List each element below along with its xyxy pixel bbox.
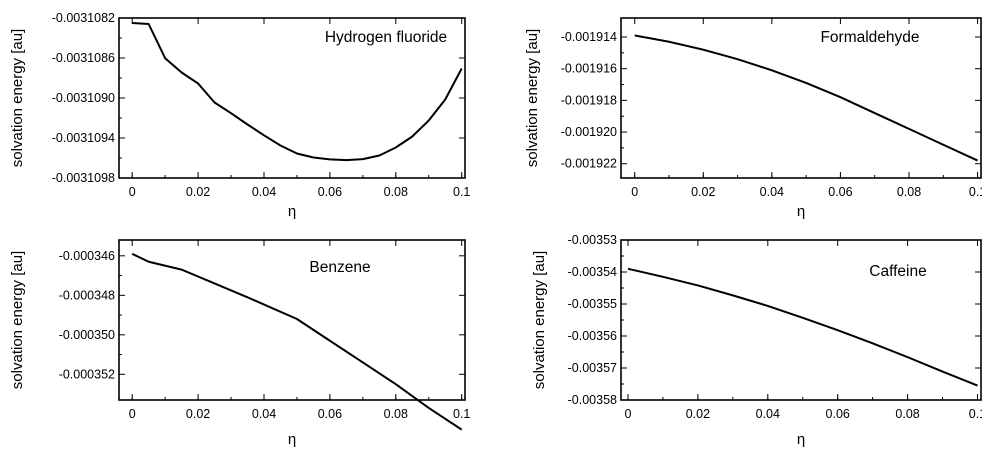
y-tick-label: -0.001916 <box>561 62 617 76</box>
x-tick-label: 0.06 <box>318 407 342 421</box>
y-tick-label: -0.000350 <box>59 328 115 342</box>
y-tick-label: -0.0031090 <box>52 91 115 105</box>
y-tick-label: -0.00354 <box>568 265 617 279</box>
y-tick-label: -0.00357 <box>568 361 617 375</box>
x-tick-label: 0.02 <box>691 185 715 199</box>
x-axis-label: η <box>288 431 296 448</box>
x-tick-label: 0.08 <box>895 407 919 421</box>
x-axis-label: η <box>797 431 805 448</box>
x-tick-label: 0.04 <box>252 407 276 421</box>
x-tick-label: 0.06 <box>828 185 852 199</box>
x-tick-label: 0 <box>129 407 136 421</box>
x-tick-label: 0.06 <box>318 185 342 199</box>
y-tick-label: -0.001922 <box>561 157 617 171</box>
y-tick-label: -0.001918 <box>561 93 617 107</box>
panel-caffeine: 0 0.02 0.04 0.06 0.08 0.1 -0.00353 -0.00354 -0.0… <box>531 233 982 448</box>
y-tick-label: -0.000352 <box>59 367 115 381</box>
x-axis-label: η <box>288 203 296 220</box>
chart-title: Formaldehyde <box>820 29 919 46</box>
y-tick-label: -0.0031098 <box>52 171 115 185</box>
x-tick-label: 0.04 <box>756 407 780 421</box>
chart-title: Hydrogen fluoride <box>325 29 447 46</box>
plot-frame <box>620 17 982 179</box>
y-tick-label: -0.0031094 <box>52 131 115 145</box>
x-tick-label: 0.02 <box>686 407 710 421</box>
data-series-line <box>131 252 463 431</box>
plot-frame <box>620 239 982 401</box>
x-tick-label: 0.1 <box>969 185 982 199</box>
y-tick-label: -0.0031082 <box>52 11 115 25</box>
y-tick-label: -0.00358 <box>568 393 617 407</box>
y-tick-label: -0.00353 <box>568 233 617 247</box>
data-series-line <box>627 267 978 387</box>
data-series-line <box>132 22 463 162</box>
y-tick-label: -0.00355 <box>568 297 617 311</box>
x-tick-label: 0.02 <box>186 407 210 421</box>
x-tick-label: 0.02 <box>186 185 210 199</box>
y-tick-label: -0.0031086 <box>52 51 115 65</box>
x-axis-label: η <box>797 203 805 220</box>
x-tick-label: 0.08 <box>897 185 921 199</box>
y-tick-label: -0.001914 <box>561 30 617 44</box>
x-tick-label: 0.1 <box>453 407 470 421</box>
chart-title: Benzene <box>309 259 370 276</box>
x-tick-label: 0.1 <box>453 185 470 199</box>
panel-formaldehyde: 0 0.02 0.04 0.06 0.08 0.1 -0.001914 -0.001916 -0… <box>524 17 982 220</box>
y-tick-label: -0.000348 <box>59 288 115 302</box>
panel-benzene: 0 0.02 0.04 0.06 0.08 0.1 -0.000346 -0.000348 -0… <box>9 239 470 448</box>
panel-hydrogen-fluoride: 0 0.02 0.04 0.06 0.08 0.1 -0.0031082 -0.0031086… <box>9 11 470 220</box>
x-tick-label: 0 <box>625 407 632 421</box>
x-tick-label: 0.04 <box>252 185 276 199</box>
x-tick-label: 0.08 <box>384 407 408 421</box>
y-axis-label: solvation energy [au] <box>9 251 26 389</box>
y-axis-label: solvation energy [au] <box>9 29 26 167</box>
y-tick-label: -0.000346 <box>59 249 115 263</box>
chart-title: Caffeine <box>869 263 926 280</box>
x-tick-label: 0 <box>129 185 136 199</box>
x-tick-label: 0.1 <box>969 407 982 421</box>
x-tick-label: 0.08 <box>384 185 408 199</box>
y-tick-label: -0.00356 <box>568 329 617 343</box>
y-tick-label: -0.001920 <box>561 125 617 139</box>
x-tick-label: 0.04 <box>760 185 784 199</box>
y-axis-label: solvation energy [au] <box>531 251 548 389</box>
data-series-line <box>634 34 978 162</box>
x-tick-label: 0 <box>631 185 638 199</box>
x-tick-label: 0.06 <box>826 407 850 421</box>
plot-frame <box>118 239 466 401</box>
y-axis-label: solvation energy [au] <box>524 29 541 167</box>
